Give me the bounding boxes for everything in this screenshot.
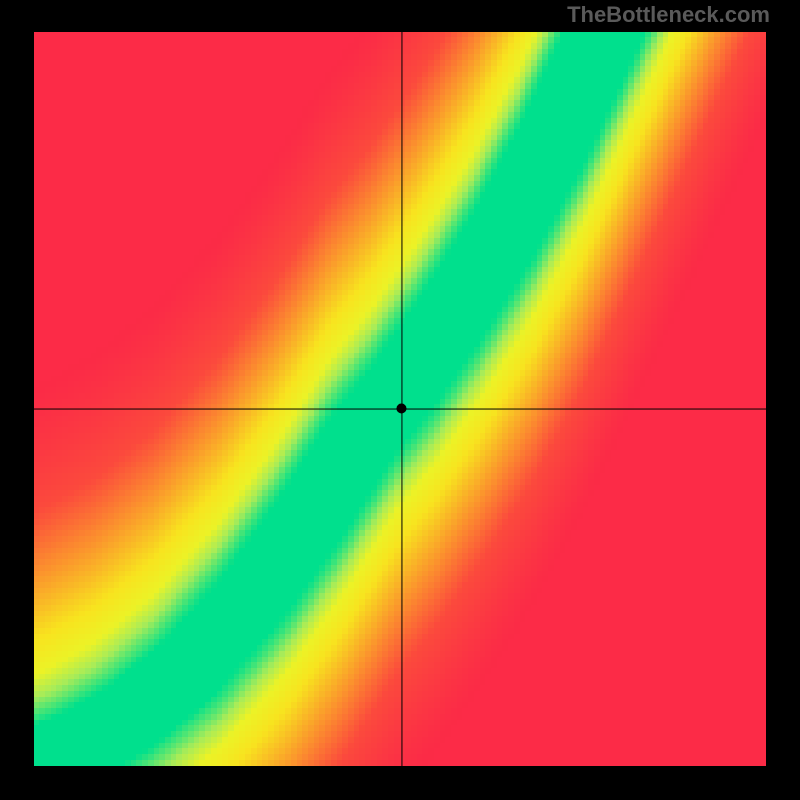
watermark-text: TheBottleneck.com xyxy=(567,2,770,28)
chart-container: TheBottleneck.com xyxy=(0,0,800,800)
heatmap-canvas xyxy=(34,32,766,766)
heatmap-plot-area xyxy=(34,32,766,766)
